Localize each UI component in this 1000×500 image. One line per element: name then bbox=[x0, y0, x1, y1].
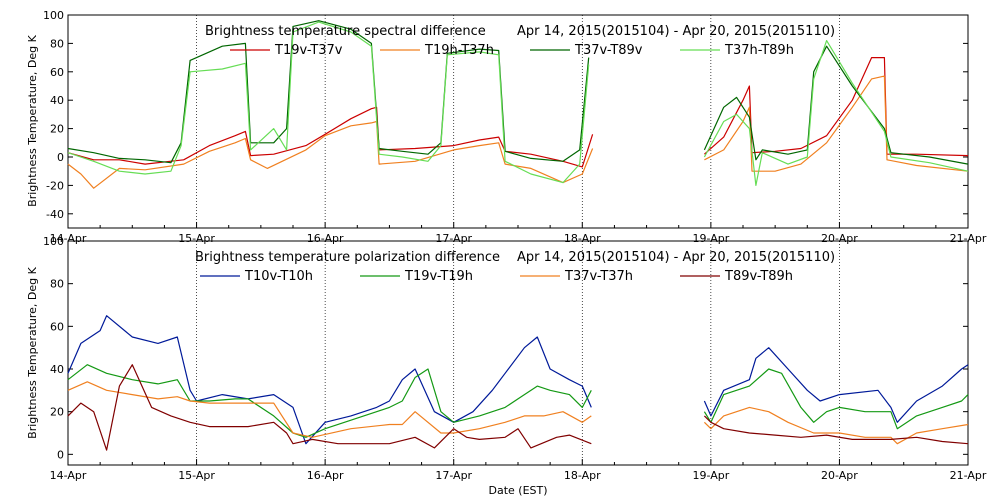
spectral-y-tick-label: -20 bbox=[46, 179, 64, 192]
polarization-x-tick-label: 20-Apr bbox=[821, 469, 858, 482]
polarization-y-tick-label: 80 bbox=[50, 278, 64, 291]
spectral-chart-date-range: Apr 14, 2015(2015104) - Apr 20, 2015(201… bbox=[517, 24, 835, 39]
polarization-difference-panel: 0 20 40 60 80 100 14-Apr 15-Apr 16-Apr 17-Apr 18-… bbox=[26, 235, 987, 497]
polarization-y-tick-label: 100 bbox=[43, 235, 64, 248]
polarization-series-group bbox=[67, 315, 969, 451]
spectral-series-group bbox=[67, 20, 969, 189]
polarization-y-axis-label: Brightness Temperature, Deg K bbox=[26, 266, 39, 438]
polarization-x-tick-label: 15-Apr bbox=[178, 469, 215, 482]
spectral-y-tick-label: 100 bbox=[43, 9, 64, 22]
polarization-x-tick-label: 16-Apr bbox=[307, 469, 344, 482]
polarization-x-tick-label: 19-Apr bbox=[692, 469, 729, 482]
polarization-chart-date-range: Apr 14, 2015(2015104) - Apr 20, 2015(201… bbox=[517, 250, 835, 265]
spectral-x-tick-label: 20-Apr bbox=[821, 232, 858, 245]
spectral-legend-label: T19v-T37v bbox=[274, 43, 343, 58]
polarization-x-tick-label: 17-Apr bbox=[435, 469, 472, 482]
polarization-legend-label: T89v-T89h bbox=[724, 269, 793, 284]
polarization-series-line-t37v-t37h bbox=[67, 381, 969, 445]
polarization-chart-title: Brightness temperature polarization diff… bbox=[195, 250, 500, 265]
polarization-x-tick-label: 14-Apr bbox=[50, 469, 87, 482]
spectral-x-ticks: 14-Apr 15-Apr 16-Apr 17-Apr 18-Apr 19-Apr 20-A… bbox=[50, 222, 987, 245]
spectral-y-tick-label: 60 bbox=[50, 66, 64, 79]
spectral-legend-label: T37v-T89v bbox=[574, 43, 643, 58]
spectral-difference-panel: -40 -20 0 20 40 60 80 100 14-Apr 15-Apr 16-Apr 17-… bbox=[26, 9, 987, 245]
spectral-x-tick-label: 17-Apr bbox=[435, 232, 472, 245]
polarization-y-tick-label: 40 bbox=[50, 363, 64, 376]
spectral-x-tick-label: 19-Apr bbox=[692, 232, 729, 245]
polarization-legend-label: T19v-T19h bbox=[404, 269, 473, 284]
spectral-series-line-t19h-t37h bbox=[67, 75, 969, 189]
polarization-x-tick-label: 21-Apr bbox=[950, 469, 987, 482]
polarization-x-tick-label: 18-Apr bbox=[564, 469, 601, 482]
spectral-x-tick-label: 15-Apr bbox=[178, 232, 215, 245]
spectral-x-tick-label: 18-Apr bbox=[564, 232, 601, 245]
spectral-series-line-t37h-t89h bbox=[67, 21, 969, 186]
polarization-series-line-t89v-t89h bbox=[67, 364, 969, 451]
spectral-y-tick-label: 40 bbox=[50, 94, 64, 107]
polarization-y-ticks: 0 20 40 60 80 100 bbox=[43, 235, 968, 461]
polarization-series-line-t10v-t10h bbox=[67, 315, 969, 445]
spectral-legend-label: T37h-T89h bbox=[724, 43, 794, 58]
spectral-x-tick-label: 16-Apr bbox=[307, 232, 344, 245]
spectral-y-ticks: -40 -20 0 20 40 60 80 100 bbox=[43, 9, 968, 221]
spectral-legend: T19v-T37v T19h-T37h T37v-T89v T37h-T89h bbox=[230, 43, 794, 58]
spectral-y-tick-label: 20 bbox=[50, 123, 64, 136]
polarization-legend-label: T37v-T37h bbox=[564, 269, 633, 284]
spectral-y-tick-label: 0 bbox=[57, 151, 64, 164]
polarization-legend-label: T10v-T10h bbox=[244, 269, 313, 284]
polarization-legend: T10v-T10h T19v-T19h T37v-T37h T89v-T89h bbox=[200, 269, 793, 284]
polarization-y-tick-label: 60 bbox=[50, 320, 64, 333]
polarization-x-ticks: 14-Apr 15-Apr 16-Apr 17-Apr 18-Apr 19-Apr 20-A… bbox=[50, 459, 987, 482]
spectral-y-tick-label: -40 bbox=[46, 208, 64, 221]
spectral-chart-title: Brightness temperature spectral differen… bbox=[205, 24, 486, 39]
polarization-y-tick-label: 0 bbox=[57, 448, 64, 461]
spectral-y-axis-label: Brightness Temperature, Deg K bbox=[26, 34, 39, 206]
spectral-x-tick-label: 14-Apr bbox=[50, 232, 87, 245]
spectral-x-tick-label: 21-Apr bbox=[950, 232, 987, 245]
polarization-gridlines bbox=[196, 241, 840, 465]
spectral-y-tick-label: 80 bbox=[50, 37, 64, 50]
spectral-gridlines bbox=[196, 15, 840, 228]
polarization-series-line-t19v-t19h bbox=[67, 364, 969, 438]
x-axis-label: Date (EST) bbox=[488, 484, 547, 497]
spectral-legend-label: T19h-T37h bbox=[424, 43, 494, 58]
polarization-y-tick-label: 20 bbox=[50, 406, 64, 419]
